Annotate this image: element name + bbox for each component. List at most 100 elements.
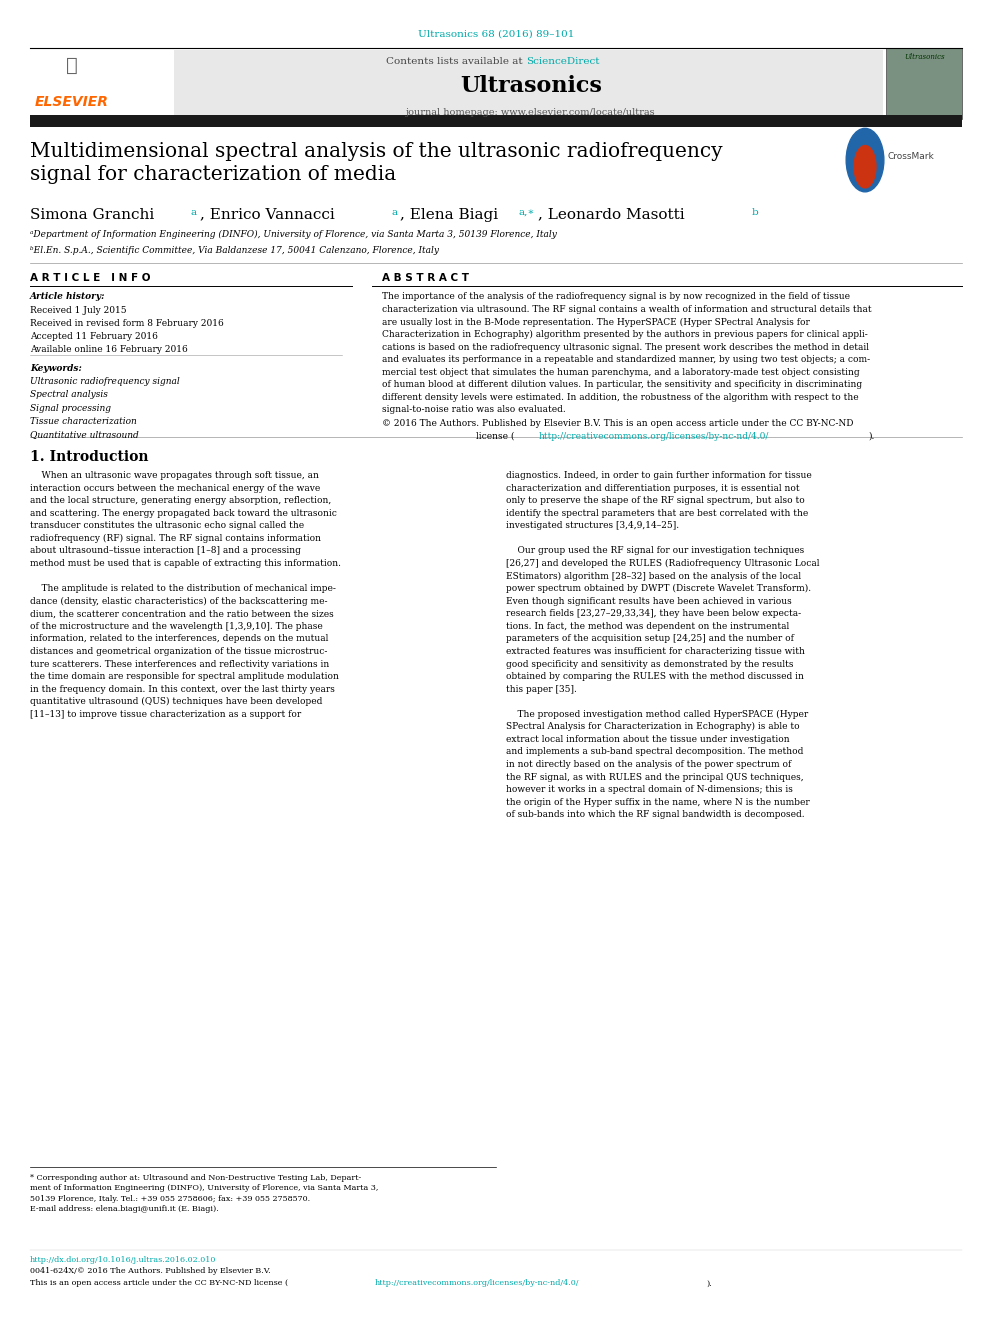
Text: When an ultrasonic wave propagates through soft tissue, an: When an ultrasonic wave propagates throu…	[30, 471, 318, 480]
Text: Ultrasonic radiofrequency signal: Ultrasonic radiofrequency signal	[30, 377, 180, 386]
Text: Accepted 11 February 2016: Accepted 11 February 2016	[30, 332, 158, 341]
Text: Spectral analysis: Spectral analysis	[30, 390, 108, 400]
Text: a,∗: a,∗	[519, 208, 536, 217]
Text: A B S T R A C T: A B S T R A C T	[382, 273, 469, 283]
Text: different density levels were estimated. In addition, the robustness of the algo: different density levels were estimated.…	[382, 393, 858, 402]
Text: http://creativecommons.org/licenses/by-nc-nd/4.0/: http://creativecommons.org/licenses/by-n…	[375, 1279, 579, 1287]
Text: ᵇEl.En. S.p.A., Scientific Committee, Via Baldanzese 17, 50041 Calenzano, Floren: ᵇEl.En. S.p.A., Scientific Committee, Vi…	[30, 246, 438, 255]
Text: investigated structures [3,4,9,14–25].: investigated structures [3,4,9,14–25].	[506, 521, 680, 531]
Text: A R T I C L E   I N F O: A R T I C L E I N F O	[30, 273, 150, 283]
Text: [26,27] and developed the RULES (Radiofrequency Ultrasonic Local: [26,27] and developed the RULES (Radiofr…	[506, 558, 819, 568]
Text: only to preserve the shape of the RF signal spectrum, but also to: only to preserve the shape of the RF sig…	[506, 496, 805, 505]
Text: ᵃDepartment of Information Engineering (DINFO), University of Florence, via Sant: ᵃDepartment of Information Engineering (…	[30, 230, 557, 239]
FancyBboxPatch shape	[886, 48, 962, 119]
Text: 1. Introduction: 1. Introduction	[30, 450, 148, 464]
Text: however it works in a spectral domain of N-dimensions; this is: however it works in a spectral domain of…	[506, 785, 793, 794]
Text: signal-to-noise ratio was also evaluated.: signal-to-noise ratio was also evaluated…	[382, 405, 565, 414]
Text: The amplitude is related to the distribution of mechanical impe-: The amplitude is related to the distribu…	[30, 583, 335, 593]
Text: the time domain are responsible for spectral amplitude modulation: the time domain are responsible for spec…	[30, 672, 338, 681]
Text: obtained by comparing the RULES with the method discussed in: obtained by comparing the RULES with the…	[506, 672, 804, 681]
Text: ELSEVIER: ELSEVIER	[35, 95, 108, 110]
FancyBboxPatch shape	[174, 50, 883, 116]
Text: ment of Information Engineering (DINFO), University of Florence, via Santa Marta: ment of Information Engineering (DINFO),…	[30, 1184, 378, 1192]
Ellipse shape	[846, 128, 884, 192]
Text: http://creativecommons.org/licenses/by-nc-nd/4.0/: http://creativecommons.org/licenses/by-n…	[539, 431, 769, 441]
Text: interaction occurs between the mechanical energy of the wave: interaction occurs between the mechanica…	[30, 483, 320, 492]
Text: characterization and differentiation purposes, it is essential not: characterization and differentiation pur…	[506, 483, 800, 492]
Text: ).: ).	[706, 1279, 712, 1287]
Text: in not directly based on the analysis of the power spectrum of: in not directly based on the analysis of…	[506, 759, 792, 769]
Text: Ultrasonics: Ultrasonics	[905, 53, 944, 61]
Text: , Elena Biagi: , Elena Biagi	[400, 208, 498, 222]
Text: Multidimensional spectral analysis of the ultrasonic radiofrequency: Multidimensional spectral analysis of th…	[30, 142, 722, 160]
Text: Article history:: Article history:	[30, 292, 105, 302]
Text: * Corresponding author at: Ultrasound and Non-Destructive Testing Lab, Depart-: * Corresponding author at: Ultrasound an…	[30, 1174, 361, 1181]
Text: information, related to the interferences, depends on the mutual: information, related to the interference…	[30, 634, 328, 643]
Text: extracted features was insufficient for characterizing tissue with: extracted features was insufficient for …	[506, 647, 805, 656]
Text: Received in revised form 8 February 2016: Received in revised form 8 February 2016	[30, 319, 223, 328]
Text: radiofrequency (RF) signal. The RF signal contains information: radiofrequency (RF) signal. The RF signa…	[30, 533, 320, 542]
Text: of sub-bands into which the RF signal bandwidth is decomposed.: of sub-bands into which the RF signal ba…	[506, 810, 805, 819]
Text: characterization via ultrasound. The RF signal contains a wealth of information : characterization via ultrasound. The RF …	[382, 304, 872, 314]
Ellipse shape	[854, 146, 876, 188]
Text: transducer constitutes the ultrasonic echo signal called the: transducer constitutes the ultrasonic ec…	[30, 521, 304, 531]
Text: Ultrasonics: Ultrasonics	[459, 75, 602, 98]
Text: cations is based on the radiofrequency ultrasonic signal. The present work descr: cations is based on the radiofrequency u…	[382, 343, 869, 352]
Text: a: a	[392, 208, 398, 217]
Text: ).: ).	[868, 431, 874, 441]
Text: CrossMark: CrossMark	[888, 152, 934, 160]
Text: The importance of the analysis of the radiofrequency signal is by now recognized: The importance of the analysis of the ra…	[382, 292, 850, 302]
Text: [11–13] to improve tissue characterization as a support for: [11–13] to improve tissue characterizati…	[30, 709, 301, 718]
Text: parameters of the acquisition setup [24,25] and the number of: parameters of the acquisition setup [24,…	[506, 634, 794, 643]
Text: extract local information about the tissue under investigation: extract local information about the tiss…	[506, 734, 790, 744]
Text: the origin of the Hyper suffix in the name, where N is the number: the origin of the Hyper suffix in the na…	[506, 798, 809, 807]
Text: signal for characterization of media: signal for characterization of media	[30, 165, 396, 184]
Text: in the frequency domain. In this context, over the last thirty years: in the frequency domain. In this context…	[30, 684, 334, 693]
Text: distances and geometrical organization of the tissue microstruc-: distances and geometrical organization o…	[30, 647, 327, 656]
Text: about ultrasound–tissue interaction [1–8] and a processing: about ultrasound–tissue interaction [1–8…	[30, 546, 301, 556]
Text: of human blood at different dilution values. In particular, the sensitivity and : of human blood at different dilution val…	[382, 380, 862, 389]
Text: Ultrasonics 68 (2016) 89–101: Ultrasonics 68 (2016) 89–101	[418, 29, 574, 38]
Text: Even though significant results have been achieved in various: Even though significant results have bee…	[506, 597, 792, 606]
Text: identify the spectral parameters that are best correlated with the: identify the spectral parameters that ar…	[506, 508, 808, 517]
Text: SPectral Analysis for Characterization in Echography) is able to: SPectral Analysis for Characterization i…	[506, 722, 800, 732]
Text: license (: license (	[476, 431, 515, 441]
Text: http://dx.doi.org/10.1016/j.ultras.2016.02.010: http://dx.doi.org/10.1016/j.ultras.2016.…	[30, 1256, 216, 1263]
Text: research fields [23,27–29,33,34], they have been below expecta-: research fields [23,27–29,33,34], they h…	[506, 609, 802, 618]
Text: Contents lists available at: Contents lists available at	[386, 57, 526, 66]
Text: 0041-624X/© 2016 The Authors. Published by Elsevier B.V.: 0041-624X/© 2016 The Authors. Published …	[30, 1267, 271, 1275]
Text: of the microstructure and the wavelength [1,3,9,10]. The phase: of the microstructure and the wavelength…	[30, 622, 322, 631]
Text: ScienceDirect: ScienceDirect	[526, 57, 599, 66]
Text: Quantitative ultrasound: Quantitative ultrasound	[30, 430, 139, 439]
Text: mercial test object that simulates the human parenchyma, and a laboratory-made t: mercial test object that simulates the h…	[382, 368, 859, 377]
Text: diagnostics. Indeed, in order to gain further information for tissue: diagnostics. Indeed, in order to gain fu…	[506, 471, 811, 480]
Text: journal homepage: www.elsevier.com/locate/ultras: journal homepage: www.elsevier.com/locat…	[406, 108, 656, 118]
FancyBboxPatch shape	[30, 50, 174, 116]
Text: Available online 16 February 2016: Available online 16 February 2016	[30, 345, 187, 355]
Text: 🌳: 🌳	[65, 56, 77, 74]
Text: © 2016 The Authors. Published by Elsevier B.V. This is an open access article un: © 2016 The Authors. Published by Elsevie…	[382, 419, 853, 429]
Text: tions. In fact, the method was dependent on the instrumental: tions. In fact, the method was dependent…	[506, 622, 790, 631]
Text: Simona Granchi: Simona Granchi	[30, 208, 154, 222]
Text: This is an open access article under the CC BY-NC-ND license (: This is an open access article under the…	[30, 1279, 288, 1287]
Text: E-mail address: elena.biagi@unifi.it (E. Biagi).: E-mail address: elena.biagi@unifi.it (E.…	[30, 1205, 218, 1213]
Text: b: b	[752, 208, 759, 217]
Text: The proposed investigation method called HyperSPACE (Hyper: The proposed investigation method called…	[506, 709, 808, 718]
Text: Signal processing: Signal processing	[30, 404, 111, 413]
Text: Characterization in Echography) algorithm presented by the authors in previous p: Characterization in Echography) algorith…	[382, 329, 868, 339]
Text: Received 1 July 2015: Received 1 July 2015	[30, 306, 126, 315]
Text: a: a	[190, 208, 196, 217]
Text: Tissue characterization: Tissue characterization	[30, 417, 137, 426]
Bar	[30, 115, 962, 127]
Text: and the local structure, generating energy absorption, reflection,: and the local structure, generating ener…	[30, 496, 331, 505]
Text: are usually lost in the B-Mode representation. The HyperSPACE (Hyper SPectral An: are usually lost in the B-Mode represent…	[382, 318, 809, 327]
Text: power spectrum obtained by DWPT (Discrete Wavelet Transform).: power spectrum obtained by DWPT (Discret…	[506, 583, 811, 593]
Text: this paper [35].: this paper [35].	[506, 684, 576, 693]
Text: Our group used the RF signal for our investigation techniques: Our group used the RF signal for our inv…	[506, 546, 805, 556]
Text: , Enrico Vannacci: , Enrico Vannacci	[200, 208, 335, 222]
Text: and implements a sub-band spectral decomposition. The method: and implements a sub-band spectral decom…	[506, 747, 804, 757]
Text: 50139 Florence, Italy. Tel.: +39 055 2758606; fax: +39 055 2758570.: 50139 Florence, Italy. Tel.: +39 055 275…	[30, 1195, 310, 1203]
Text: dance (density, elastic characteristics) of the backscattering me-: dance (density, elastic characteristics)…	[30, 597, 327, 606]
Text: the RF signal, as with RULES and the principal QUS techniques,: the RF signal, as with RULES and the pri…	[506, 773, 804, 782]
Text: ture scatterers. These interferences and reflectivity variations in: ture scatterers. These interferences and…	[30, 659, 329, 668]
